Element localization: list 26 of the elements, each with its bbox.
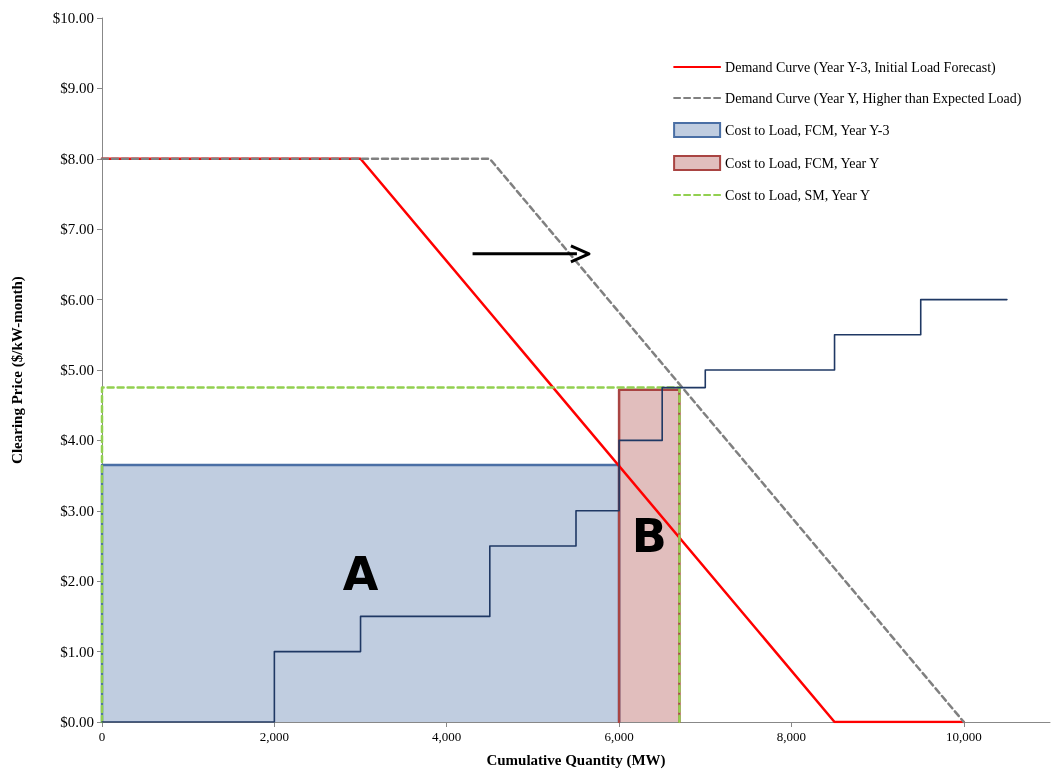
legend-label: Demand Curve (Year Y, Higher than Expected Load) [725, 90, 1022, 107]
y-tick-label: $1.00 [60, 643, 94, 660]
y-tick-label: $9.00 [60, 80, 94, 97]
x-tick-label: 6,000 [604, 729, 634, 744]
annotation: A [342, 546, 379, 601]
y-tick-label: $10.00 [52, 10, 94, 26]
y-tick-label: $6.00 [60, 291, 94, 308]
legend-label: Cost to Load, FCM, Year Y [725, 155, 880, 171]
x-tick-label: 4,000 [432, 729, 462, 744]
x-tick-label: 8,000 [776, 729, 807, 744]
y-axis-title: Clearing Price ($/kW-month) [8, 276, 26, 464]
y-tick-label: $0.00 [60, 714, 94, 730]
x-tick-label: 10,000 [945, 729, 982, 744]
y-tick-label: $5.00 [60, 362, 94, 378]
legend-label: Demand Curve (Year Y-3, Initial Load Forecast) [725, 59, 997, 76]
y-tick-label: $3.00 [60, 502, 94, 519]
y-tick-label: $4.00 [60, 432, 94, 449]
y-tick-label: $7.00 [60, 221, 94, 238]
annotation: B [631, 508, 667, 563]
y-tick-label: $8.00 [60, 150, 94, 167]
x-tick-label: 2,000 [259, 729, 289, 744]
legend-label: Cost to Load, SM, Year Y [725, 187, 871, 203]
y-tick-label: $2.00 [60, 573, 94, 590]
x-tick-label: 0 [98, 729, 106, 744]
legend-label: Cost to Load, FCM, Year Y-3 [725, 122, 890, 138]
x-axis-title: Cumulative Quantity (MW) [486, 751, 666, 769]
